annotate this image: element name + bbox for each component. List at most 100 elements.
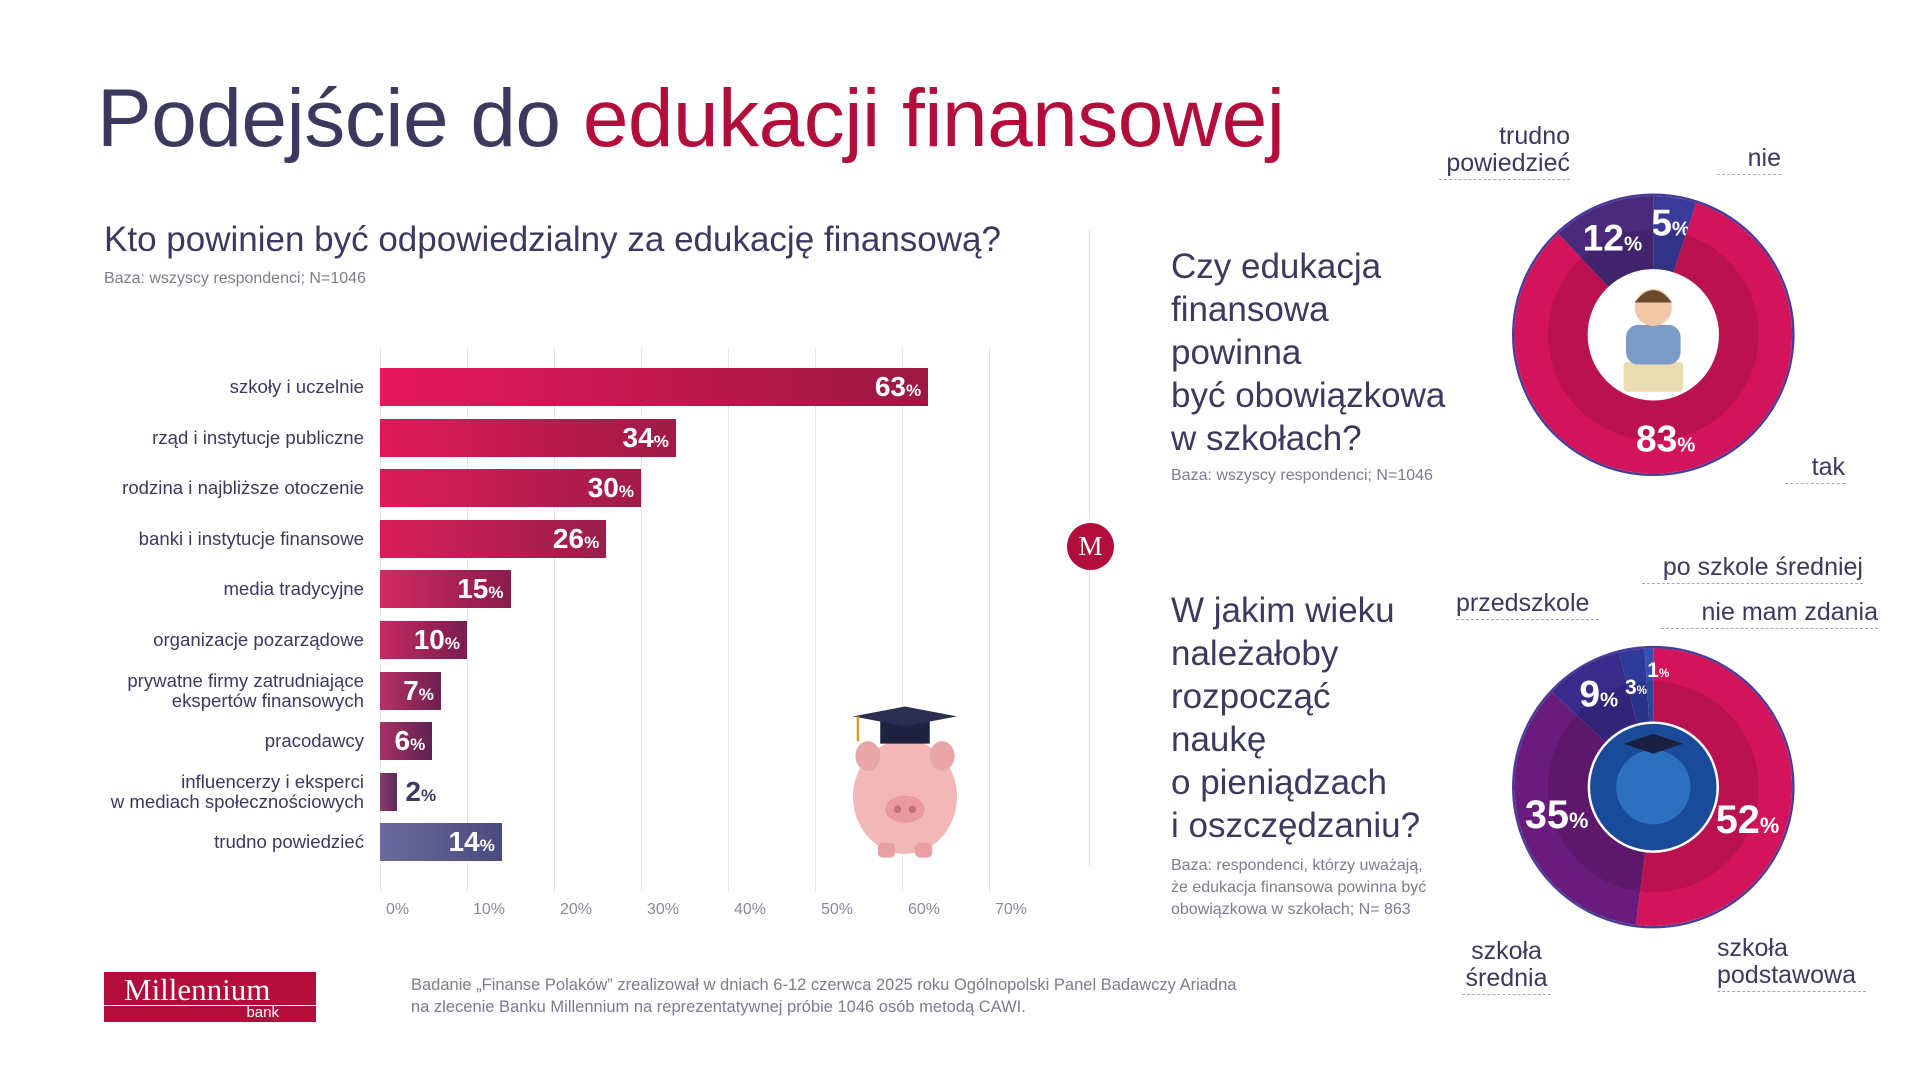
- bar-category-label: rząd i instytucje publiczne: [152, 426, 364, 448]
- bar-value-label: 7%: [403, 674, 434, 706]
- donut-slice: [1644, 648, 1654, 723]
- child-body-icon: [1626, 324, 1681, 365]
- donut1-question: Czy edukacja finansowa powinna być obowi…: [1171, 245, 1445, 460]
- logo-sub: bank: [246, 1004, 279, 1021]
- x-tick-label: 30%: [647, 901, 680, 918]
- q-line: powinna: [1171, 333, 1302, 372]
- base-line: obowiązkowa w szkołach; N= 863: [1171, 901, 1411, 918]
- bar: [380, 671, 441, 710]
- gridline: [467, 347, 468, 892]
- q-line: Czy edukacja: [1171, 247, 1382, 286]
- x-tick-label: 10%: [473, 901, 506, 918]
- gridline: [989, 347, 990, 892]
- q-line: o pieniądzach: [1171, 763, 1387, 802]
- logo-rule: [104, 1005, 316, 1006]
- title-part-1: Podejście do: [97, 73, 583, 164]
- bar-category-label: szkoły i uczelnie: [229, 376, 364, 397]
- bar-category-label: banki i instytucje finansowe: [138, 527, 364, 549]
- q-line: i oszczędzaniu?: [1171, 806, 1421, 845]
- millennium-logo: Millennium bank: [104, 972, 316, 1022]
- donut-slice-inner-ring: [1646, 681, 1654, 723]
- millennium-m-badge: M: [1067, 523, 1114, 570]
- q-line: w szkołach?: [1171, 419, 1362, 458]
- books-icon: [1623, 362, 1684, 392]
- page-title: Podejście do edukacji finansowej: [97, 72, 1285, 166]
- bar-value-label: 26%: [552, 522, 600, 554]
- x-tick-label: 0%: [386, 901, 410, 918]
- bar-value-label: 34%: [622, 421, 669, 453]
- donut2-question: W jakim wieku należałoby rozpocząć naukę…: [1171, 589, 1420, 847]
- x-tick-label: 20%: [560, 901, 593, 918]
- donut-outline: [1512, 645, 1795, 929]
- q-line: finansowa: [1171, 290, 1329, 329]
- donut-slice-inner-ring: [1581, 229, 1654, 288]
- bar: [380, 519, 607, 558]
- donut-slice: [1552, 652, 1638, 744]
- donut-outline: [1512, 193, 1795, 477]
- gridline: [641, 347, 642, 892]
- bar: [380, 722, 433, 761]
- donut2-label-nie-mam: nie mam zdania: [1661, 599, 1878, 629]
- x-tick-label: 50%: [821, 901, 854, 918]
- bar: [380, 823, 502, 862]
- bar-value-label: 15%: [457, 573, 504, 605]
- bar-category-label: pracodawcy: [264, 730, 364, 752]
- donut1-label-tak: tak: [1785, 454, 1845, 484]
- bar-base: Baza: wszyscy respondenci; N=1046: [104, 270, 366, 287]
- logo-text: Millennium: [124, 972, 271, 1007]
- bar: [380, 418, 676, 457]
- donut-value-label: 5%: [1651, 202, 1690, 244]
- bar: [380, 570, 511, 609]
- donut-slice-inner-ring: [1547, 234, 1759, 441]
- donut-slice-inner-ring: [1547, 715, 1646, 892]
- bar-chart: 0% 10% 20% 30% 40% 50% 60% 70% szkoły i uczelnie…: [0, 0, 1100, 940]
- bar-value-label: 6%: [394, 725, 426, 757]
- donut2-label-przedszkole: przedszkole: [1456, 590, 1599, 620]
- base-line: że edukacja finansowa powinna być: [1171, 879, 1427, 896]
- bar-category-label: prywatne firmy zatrudniające ekspertów f…: [127, 669, 364, 711]
- donut-slice: [1514, 202, 1793, 474]
- child-hair-icon: [1634, 290, 1672, 303]
- title-part-2: edukacji finansowej: [582, 73, 1285, 164]
- note-line: na zlecenie Banku Millennium na reprezen…: [411, 998, 1026, 1016]
- bar: [380, 368, 929, 406]
- bar: [380, 621, 467, 659]
- q-line: naukę: [1171, 720, 1267, 759]
- base-line: Baza: respondenci, którzy uważają,: [1171, 857, 1423, 874]
- donut1-label-nie: nie: [1717, 145, 1781, 175]
- donut-slice: [1558, 195, 1654, 288]
- donut2-label-srednia: szkoła średnia: [1462, 938, 1551, 995]
- donut2-label-po-szkole: po szkole średniej: [1642, 554, 1863, 584]
- donut-slice: [1514, 692, 1646, 925]
- q-line: należałoby: [1171, 634, 1339, 673]
- bar-category-label: influencerzy i eksperci w mediach społec…: [110, 770, 364, 812]
- piggy-bank-graduation-icon: [852, 706, 958, 858]
- bar-value-label: 2%: [405, 775, 437, 807]
- bar-value-label: 63%: [874, 371, 922, 402]
- bar-question: Kto powinien być odpowiedzialny za eduka…: [104, 220, 1001, 259]
- donut1-label-trudno: trudno powiedzieć: [1439, 123, 1570, 180]
- gridline: [815, 347, 816, 892]
- donut-slice: [1653, 195, 1697, 274]
- bar-category-label: organizacje pozarządowe: [153, 629, 364, 650]
- gridline: [554, 347, 555, 892]
- bar: [380, 772, 398, 811]
- gridline: [902, 347, 903, 892]
- bar-value-label: 14%: [448, 826, 495, 858]
- x-tick-label: 40%: [734, 901, 767, 918]
- donut1-base: Baza: wszyscy respondenci; N=1046: [1171, 467, 1433, 484]
- donut2-label-podstawowa: szkoła podstawowa: [1717, 935, 1866, 992]
- bar-category-label: media tradycyjne: [223, 578, 364, 600]
- donut2-base: Baza: respondenci, którzy uważają, że ed…: [1171, 855, 1426, 921]
- bar-value-label: 10%: [413, 624, 460, 655]
- gridline: [728, 347, 729, 892]
- lightbulb-icon: [1616, 749, 1691, 825]
- q-line: W jakim wieku: [1171, 591, 1395, 630]
- footer-note: Badanie „Finanse Polaków” zrealizował w …: [411, 974, 1236, 1018]
- bar-value-label: 30%: [587, 472, 634, 504]
- note-line: Badanie „Finanse Polaków” zrealizował w …: [411, 976, 1237, 994]
- q-line: rozpocząć: [1171, 677, 1331, 716]
- bar: [380, 469, 641, 508]
- donut-slice-inner-ring: [1653, 229, 1686, 274]
